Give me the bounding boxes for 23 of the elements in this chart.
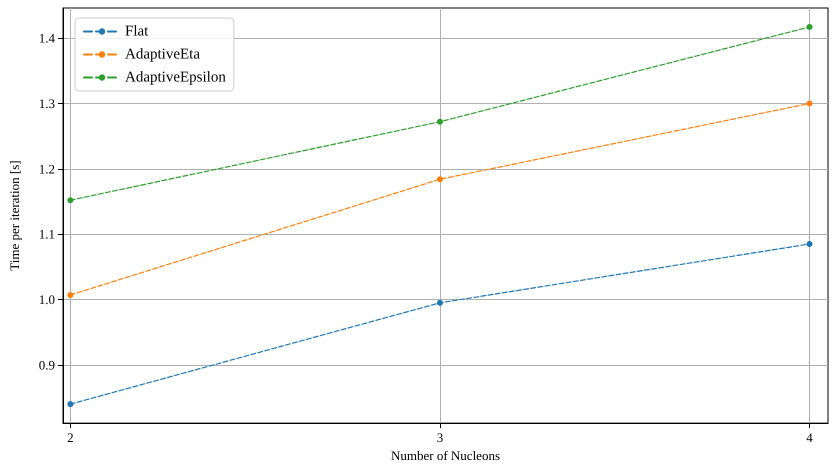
y-tick-label: 1.0 [38, 292, 55, 308]
point [67, 292, 74, 298]
point [436, 118, 443, 125]
x-axis-title: Number of Nucleons [390, 448, 500, 463]
x-tick-label: 2 [67, 430, 74, 446]
y-tick-label: 0.9 [38, 357, 55, 372]
legend-label: AdaptiveEta [125, 46, 200, 62]
point [806, 100, 813, 106]
point [806, 24, 813, 30]
point [436, 300, 443, 306]
y-tick-label: 1.2 [38, 161, 55, 176]
x-tick-label: 4 [806, 430, 814, 446]
legend-label: AdaptiveEpsilon [125, 70, 226, 86]
legend-label: Flat [125, 24, 150, 40]
x-tick-label: 3 [436, 430, 444, 446]
y-tick-label: 1.3 [38, 96, 55, 111]
y-tick-label: 1.4 [38, 30, 56, 46]
point [806, 240, 813, 247]
point [436, 176, 443, 182]
point [67, 401, 74, 408]
point [67, 197, 74, 204]
y-tick-label: 1.1 [38, 226, 55, 242]
y-axis-title: Time per iteration [s] [7, 160, 22, 271]
